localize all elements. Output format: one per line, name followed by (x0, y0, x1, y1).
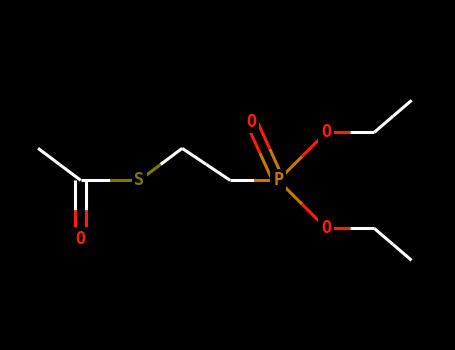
Text: O: O (76, 230, 86, 248)
Text: O: O (321, 123, 331, 141)
Text: O: O (321, 219, 331, 237)
Text: P: P (273, 172, 283, 189)
Text: S: S (134, 172, 144, 189)
Text: O: O (247, 113, 257, 131)
